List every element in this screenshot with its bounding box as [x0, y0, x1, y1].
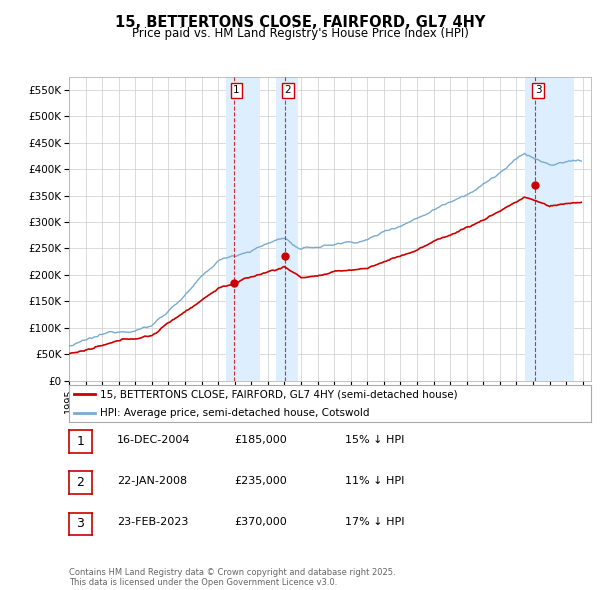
- Text: £235,000: £235,000: [234, 476, 287, 486]
- Bar: [276, 77, 298, 381]
- Text: 3: 3: [76, 517, 85, 530]
- Text: 15, BETTERTONS CLOSE, FAIRFORD, GL7 4HY: 15, BETTERTONS CLOSE, FAIRFORD, GL7 4HY: [115, 15, 485, 30]
- Text: 1: 1: [233, 86, 240, 96]
- Bar: [226, 77, 260, 381]
- Text: 16-DEC-2004: 16-DEC-2004: [117, 435, 191, 444]
- Text: 17% ↓ HPI: 17% ↓ HPI: [345, 517, 404, 527]
- Text: 15% ↓ HPI: 15% ↓ HPI: [345, 435, 404, 444]
- Text: 15, BETTERTONS CLOSE, FAIRFORD, GL7 4HY (semi-detached house): 15, BETTERTONS CLOSE, FAIRFORD, GL7 4HY …: [100, 389, 458, 399]
- Text: 11% ↓ HPI: 11% ↓ HPI: [345, 476, 404, 486]
- Text: 22-JAN-2008: 22-JAN-2008: [117, 476, 187, 486]
- Text: 2: 2: [76, 476, 85, 489]
- Text: HPI: Average price, semi-detached house, Cotswold: HPI: Average price, semi-detached house,…: [100, 408, 370, 418]
- Text: 2: 2: [284, 86, 291, 96]
- Text: 1: 1: [76, 435, 85, 448]
- Text: Price paid vs. HM Land Registry's House Price Index (HPI): Price paid vs. HM Land Registry's House …: [131, 27, 469, 40]
- Text: £185,000: £185,000: [234, 435, 287, 444]
- Text: Contains HM Land Registry data © Crown copyright and database right 2025.
This d: Contains HM Land Registry data © Crown c…: [69, 568, 395, 587]
- Text: 23-FEB-2023: 23-FEB-2023: [117, 517, 188, 527]
- Text: £370,000: £370,000: [234, 517, 287, 527]
- Text: 3: 3: [535, 86, 541, 96]
- Bar: [525, 77, 574, 381]
